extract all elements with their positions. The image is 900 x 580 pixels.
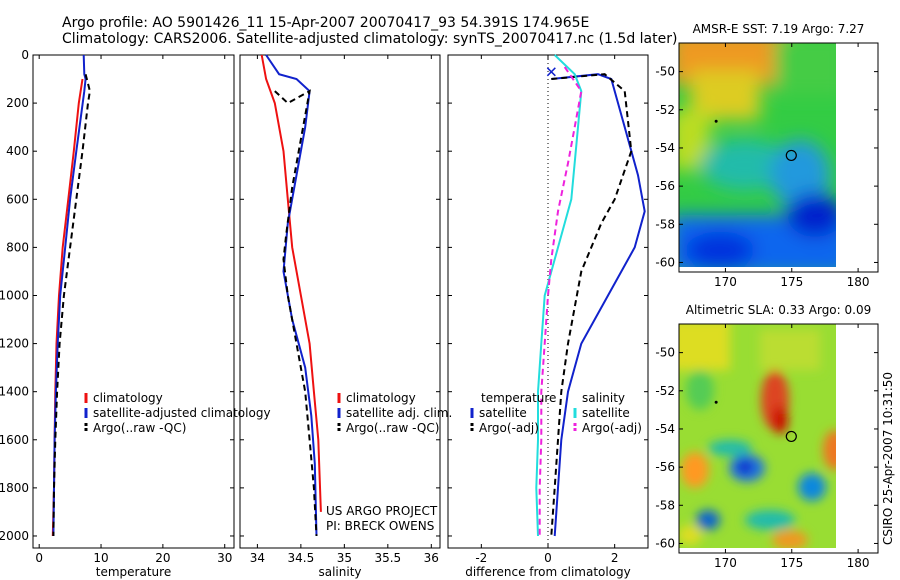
sst-map-field (679, 43, 836, 267)
x-tick-label: 35.5 (374, 551, 401, 565)
header-line-2: Climatology: CARS2006. Satellite-adjuste… (62, 31, 677, 47)
legend-label-3-4: Argo(-adj) (582, 421, 642, 435)
map-y-tick-label: -58 (655, 498, 675, 512)
legend-header-salinity: salinity (582, 391, 625, 405)
x-tick-label: 34 (250, 551, 265, 565)
sla-map-field (679, 324, 836, 548)
legend-label-2-3: Argo(..raw -QC) (346, 421, 439, 435)
y-tick-label: 1000 (0, 288, 29, 302)
series-line-1-2 (52, 54, 87, 537)
argo-position-marker-1 (785, 149, 797, 162)
map-y-tick-label: -52 (655, 384, 675, 398)
map-y-tick-label: -50 (655, 65, 675, 79)
legend-label-2-1: climatology (346, 391, 416, 405)
x-axis-label: temperature (96, 565, 171, 579)
legend-label-3-2: Argo(-adj) (479, 421, 539, 435)
x-tick-label: 2 (611, 551, 619, 565)
header-line-1: Argo profile: AO 5901426_11 15-Apr-2007 … (62, 15, 589, 31)
map-y-tick-label: -50 (655, 346, 675, 360)
map-y-tick-label: -56 (655, 460, 675, 474)
island-dot-2 (714, 400, 718, 404)
profile-axes-2 (239, 54, 441, 549)
x-tick-label: 10 (93, 551, 108, 565)
series-line-3-2 (550, 73, 633, 537)
argo-position-marker-2 (785, 430, 797, 443)
profile-axes-1 (32, 54, 235, 549)
credit-stamp: CSIRO 25-Apr-2007 10:31:50 (881, 372, 895, 545)
y-tick-label: 800 (6, 240, 29, 254)
legend-label-2-2: satellite adj. clim. (346, 406, 452, 420)
map-x-tick-label: 175 (780, 556, 803, 570)
legend-label-3-3: satellite (582, 406, 630, 420)
map-y-tick-label: -54 (655, 422, 675, 436)
x-tick-label: 20 (155, 551, 170, 565)
legend-label-1-2: satellite-adjusted climatology (93, 406, 271, 420)
map-title-1: AMSR-E SST: 7.19 Argo: 7.27 (693, 22, 865, 36)
x-tick-label: 34.5 (288, 551, 315, 565)
series-line-2-1 (260, 54, 322, 512)
series-line-2-2 (265, 54, 318, 537)
legend-header-temperature: temperature (481, 391, 556, 405)
legend-label-1-3: Argo(..raw -QC) (93, 421, 186, 435)
map-axes-1 (678, 42, 879, 273)
x-tick-label: 35 (337, 551, 352, 565)
map-y-tick-label: -60 (655, 255, 675, 269)
y-tick-label: 200 (6, 96, 29, 110)
series-line-2-3 (274, 89, 318, 537)
legend-label-1-1: climatology (93, 391, 163, 405)
y-tick-label: 1600 (0, 433, 29, 447)
credit-pi: PI: BRECK OWENS (326, 519, 434, 533)
map-y-tick-label: -60 (655, 536, 675, 550)
map-x-tick-label: 170 (714, 556, 737, 570)
map-x-tick-label: 175 (780, 275, 803, 289)
map-y-tick-label: -52 (655, 103, 675, 117)
map-title-2: Altimetric SLA: 0.33 Argo: 0.09 (686, 303, 871, 317)
y-tick-label: 2000 (0, 529, 29, 543)
surface-marker (546, 67, 556, 77)
y-tick-label: 1800 (0, 481, 29, 495)
map-y-tick-label: -56 (655, 179, 675, 193)
series-line-1-1 (51, 78, 84, 537)
y-tick-label: 1400 (0, 385, 29, 399)
map-y-tick-label: -58 (655, 217, 675, 231)
y-tick-label: 400 (6, 144, 29, 158)
x-tick-label: 0 (35, 551, 43, 565)
y-tick-label: 0 (21, 48, 29, 62)
x-axis-label: difference from climatology (465, 565, 631, 579)
y-tick-label: 600 (6, 192, 29, 206)
map-axes-2 (678, 323, 879, 554)
map-x-tick-label: 180 (847, 275, 870, 289)
x-axis-label: salinity (318, 565, 361, 579)
map-y-tick-label: -54 (655, 141, 675, 155)
y-tick-label: 1200 (0, 337, 29, 351)
legend-label-3-1: satellite (479, 406, 527, 420)
x-tick-label: -2 (475, 551, 487, 565)
series-line-3-3 (535, 54, 583, 537)
credit-project: US ARGO PROJECT (326, 504, 438, 518)
x-tick-label: 30 (217, 551, 232, 565)
island-dot-1 (714, 119, 718, 123)
map-x-tick-label: 170 (714, 275, 737, 289)
x-tick-label: 0 (544, 551, 552, 565)
map-x-tick-label: 180 (847, 556, 870, 570)
x-tick-label: 36 (424, 551, 439, 565)
